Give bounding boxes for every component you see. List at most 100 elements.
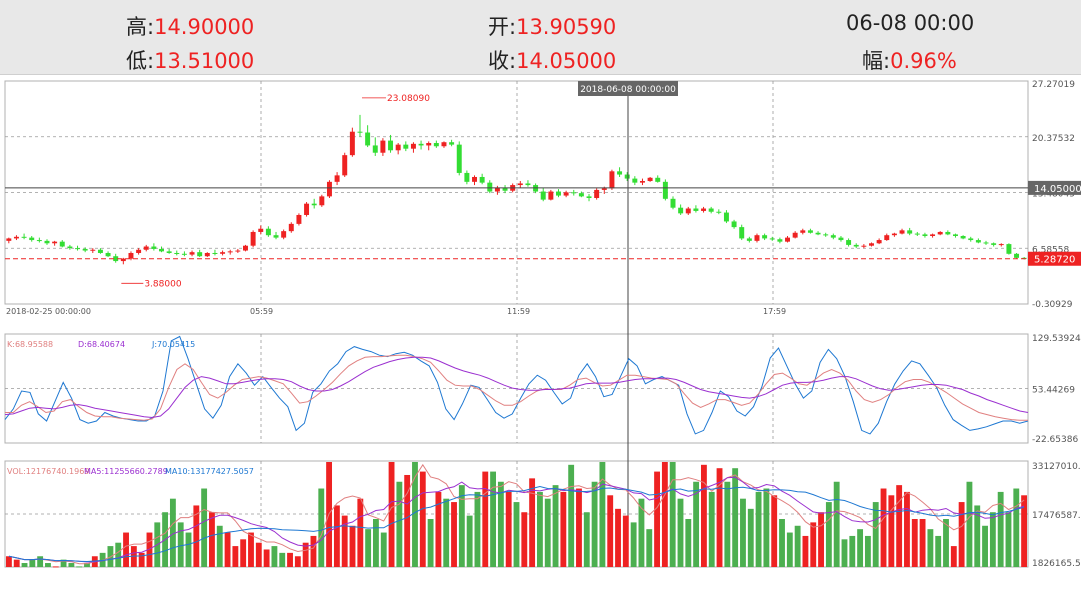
- volume-bar-up: [560, 491, 567, 567]
- candle-down: [502, 187, 508, 191]
- price-y-tick: 20.37532: [1032, 134, 1075, 144]
- volume-bar-down: [201, 488, 208, 567]
- kdj-j-line: [4, 335, 1029, 435]
- volume-bar-up: [404, 474, 411, 567]
- candle-down: [418, 143, 424, 146]
- volume-bar-up: [771, 495, 778, 567]
- volume-bar-up: [13, 559, 20, 567]
- candle-down: [487, 182, 493, 192]
- volume-bar-up: [294, 556, 301, 567]
- volume-bar-up: [5, 556, 12, 567]
- volume-bar-up: [880, 488, 887, 567]
- candle-down: [922, 234, 928, 237]
- kdj-y-tick: 53.44269: [1032, 386, 1075, 396]
- volume-bar-down: [45, 563, 51, 567]
- volume-bar-up: [123, 532, 129, 567]
- open-label: 开:: [488, 15, 517, 39]
- candle-down: [456, 144, 462, 173]
- high-label: 高:: [126, 15, 155, 39]
- volume-bar-down: [21, 563, 28, 567]
- candle-down: [853, 244, 859, 247]
- candle-down: [983, 242, 989, 244]
- change-range: 幅:0.96%: [862, 45, 957, 75]
- time-axis-label: 11:59: [507, 307, 530, 316]
- candle-down: [975, 240, 981, 243]
- volume-bar-down: [794, 525, 801, 567]
- volume-bar-up: [419, 471, 426, 567]
- candle-up: [861, 245, 867, 247]
- candle-down: [105, 252, 111, 257]
- candle-up: [235, 250, 241, 252]
- candle-down: [716, 211, 722, 213]
- volume-bar-down: [841, 539, 848, 567]
- volume-bar-down: [513, 502, 520, 567]
- candle-down: [907, 230, 913, 234]
- volume-bar-down: [849, 535, 856, 567]
- volume-bar-down: [732, 468, 739, 567]
- volume-bar-up: [661, 462, 668, 567]
- min-price-label: 3.88000: [144, 279, 181, 289]
- candle-down: [1014, 253, 1020, 258]
- volume-bar-down: [864, 535, 871, 567]
- volume-legend-1: MA5:11255660.2789: [84, 467, 168, 476]
- time-axis-label: 2018-02-25 00:00:00: [6, 307, 91, 316]
- candle-up: [128, 252, 134, 259]
- volume-bar-up: [950, 546, 957, 567]
- candle-down: [655, 177, 661, 182]
- candle-up: [220, 252, 226, 254]
- candle-down: [556, 191, 561, 196]
- kdj-legend-2: J:70.05415: [151, 340, 195, 349]
- volume-y-tick: 17476587.938: [1032, 511, 1081, 521]
- candle-up: [792, 232, 798, 238]
- candle-down: [586, 196, 592, 199]
- volume-bar-up: [248, 532, 254, 567]
- volume-bar-down: [583, 512, 590, 567]
- volume-bar-down: [568, 464, 575, 567]
- close-value: 14.05000: [516, 49, 617, 73]
- volume-bar-up: [193, 505, 200, 567]
- volume-bar-up: [388, 462, 395, 567]
- volume-bar-up: [529, 478, 536, 567]
- candle-up: [143, 246, 149, 250]
- high-price: 高:14.90000: [126, 11, 254, 41]
- candle-down: [166, 251, 172, 253]
- candle-down: [960, 236, 966, 239]
- kline-chart[interactable]: 27.2701920.3753213.480456.58558-0.309292…: [0, 74, 1081, 609]
- candle-down: [693, 208, 699, 211]
- candle-down: [59, 241, 65, 247]
- volume-bar-down: [37, 556, 44, 567]
- volume-bar-down: [630, 522, 637, 567]
- candle-up: [288, 223, 294, 232]
- crosshair-price-bg: [1028, 180, 1081, 195]
- volume-bar-up: [138, 552, 145, 567]
- candle-up: [349, 131, 355, 156]
- candle-down: [617, 171, 623, 175]
- last-price-bg: [1028, 251, 1081, 266]
- volume-bar-up: [357, 498, 364, 567]
- volume-bar-down: [466, 515, 473, 567]
- volume-bar-down: [279, 552, 286, 567]
- open-price: 开:13.90590: [488, 11, 616, 41]
- volume-bar-down: [833, 481, 840, 567]
- volume-ma20-line: [8, 485, 1025, 563]
- volume-bar-up: [615, 508, 621, 567]
- max-price-label: 23.08090: [387, 94, 430, 104]
- volume-bar-down: [536, 491, 543, 567]
- candle-down: [968, 238, 974, 241]
- volume-bar-up: [818, 512, 824, 567]
- volume-bar-down: [216, 525, 223, 567]
- candle-down: [815, 232, 821, 235]
- volume-bar-up: [482, 471, 489, 567]
- volume-bar-up: [146, 532, 153, 567]
- volume-bar-down: [443, 498, 450, 567]
- candle-up: [258, 228, 264, 232]
- candle-down: [632, 178, 638, 183]
- volume-bar-down: [169, 498, 176, 567]
- candle-up: [326, 181, 332, 197]
- candle-down: [914, 233, 920, 235]
- volume-bar-up: [255, 542, 262, 567]
- volume-bar-down: [825, 502, 832, 567]
- candle-up: [227, 251, 233, 253]
- candle-up: [6, 238, 12, 241]
- candle-down: [197, 252, 203, 257]
